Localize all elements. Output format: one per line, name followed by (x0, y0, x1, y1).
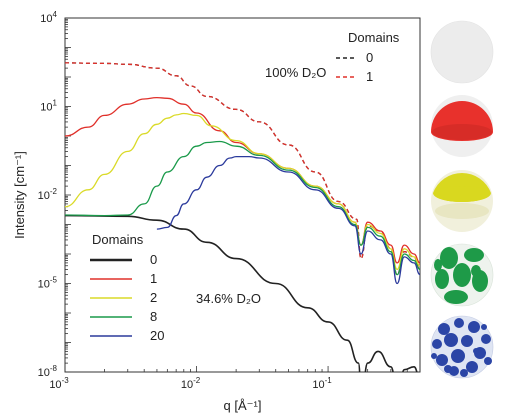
x-tick-label: 10-2 (181, 376, 201, 391)
legend-label: 2 (150, 290, 157, 305)
domain-top-face (434, 186, 490, 202)
legend-label: 1 (150, 271, 157, 286)
annotations: 100% D₂O 34.6% D₂O (196, 65, 326, 306)
legend-label: 20 (150, 328, 164, 343)
domain-patch (444, 290, 468, 304)
domain-spot (436, 354, 448, 366)
sphere-1-domain (431, 95, 493, 157)
legend-title: Domains (92, 232, 144, 247)
legend-label: 0 (366, 50, 373, 65)
domain-spot (444, 333, 458, 347)
series-line-d1_100 (65, 62, 420, 276)
domain-spot (484, 357, 492, 365)
domain-spot (432, 339, 442, 349)
domain-spot (454, 318, 464, 328)
domain-spot (431, 353, 437, 359)
sphere-column (430, 20, 494, 379)
legend-bottom-left: Domains 0 1 2 8 20 (90, 232, 164, 343)
domain-patch (435, 269, 449, 289)
domain-spot (451, 349, 465, 363)
annotation-2: 34.6% D₂O (196, 291, 261, 306)
series-line-d2_346 (65, 112, 420, 271)
series-line-d20_346 (156, 155, 420, 285)
x-axis-title: q [Å⁻¹] (224, 398, 262, 413)
sphere-8-domains (430, 243, 494, 307)
domain-patch (434, 259, 442, 271)
domain-bottom (435, 203, 489, 219)
legends: Domains 0 1 Domains 0 1 2 8 20 (90, 30, 400, 343)
domain-patch (464, 248, 484, 262)
domain-spot (468, 321, 480, 333)
legend-top-right: Domains 0 1 (336, 30, 400, 84)
y-tick-label: 101 (40, 99, 57, 114)
domain-spot (466, 361, 478, 373)
legend-label: 1 (366, 69, 373, 84)
y-tick-label: 104 (40, 10, 57, 25)
annotation-1: 100% D₂O (265, 65, 326, 80)
y-tick-label: 10-2 (38, 187, 58, 202)
domain-patch (453, 263, 471, 287)
y-axis-title: Intensity [cm⁻¹] (12, 151, 27, 239)
legend-label: 0 (150, 252, 157, 267)
domain-spot (481, 324, 487, 330)
legend-title: Domains (348, 30, 400, 45)
x-tick-label: 10-1 (312, 376, 332, 391)
y-tick-label: 10-5 (38, 276, 58, 291)
domain-spot (444, 365, 452, 373)
series-line-d0_346 (65, 214, 418, 372)
domain-spot (461, 335, 473, 347)
domain-patch (440, 247, 458, 269)
domain-spot (473, 348, 479, 354)
sphere-20-domains (430, 315, 494, 379)
sphere-2-domains (431, 170, 493, 232)
series-line-d8_346 (65, 140, 420, 276)
legend-label: 8 (150, 309, 157, 324)
domain-patch (471, 265, 481, 277)
x-tick-label: 10-3 (49, 376, 69, 391)
sphere-0-domains (430, 20, 494, 84)
domain-rim (432, 124, 492, 140)
series-layer (65, 62, 420, 372)
domain-cap (431, 101, 493, 141)
domain-spot (460, 369, 468, 377)
domain-spot (481, 334, 491, 344)
y-tick-label: 10-8 (38, 364, 58, 379)
domain-spot (438, 323, 450, 335)
